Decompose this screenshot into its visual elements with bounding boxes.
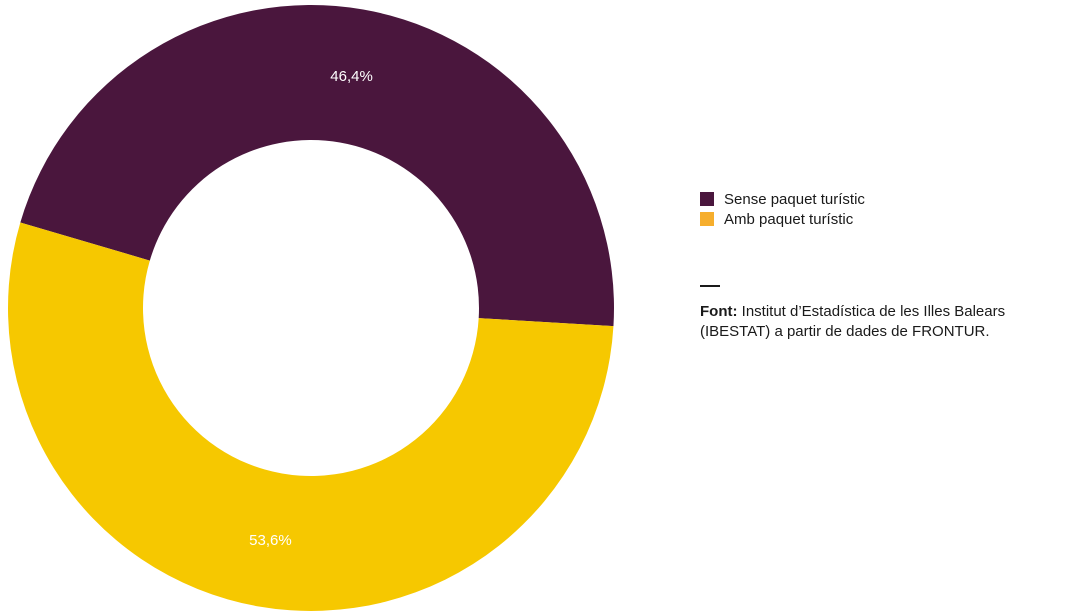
donut-svg: 46,4% 53,6% <box>7 5 614 612</box>
legend-swatch-amb <box>700 212 714 226</box>
source-divider <box>700 285 720 287</box>
donut-slice-sense <box>20 5 614 327</box>
slice-label-sense: 46,4% <box>330 68 373 85</box>
source-prefix: Font: <box>700 303 738 320</box>
source-note: Font: Institut d’Estadística de les Ille… <box>700 302 1005 342</box>
source-line2: (IBESTAT) a partir de dades de FRONTUR. <box>700 323 990 340</box>
slice-label-amb: 53,6% <box>249 532 292 549</box>
legend-item-amb: Amb paquet turístic <box>700 209 865 229</box>
legend-item-sense: Sense paquet turístic <box>700 189 865 209</box>
legend-label-sense: Sense paquet turístic <box>724 190 865 208</box>
legend-swatch-sense <box>700 192 714 206</box>
donut-slice-amb <box>7 222 614 612</box>
source-line1: Institut d’Estadística de les Illes Bale… <box>737 303 1006 320</box>
donut-chart: 46,4% 53,6% <box>7 5 614 612</box>
legend: Sense paquet turístic Amb paquet turísti… <box>700 189 865 229</box>
legend-label-amb: Amb paquet turístic <box>724 210 854 228</box>
